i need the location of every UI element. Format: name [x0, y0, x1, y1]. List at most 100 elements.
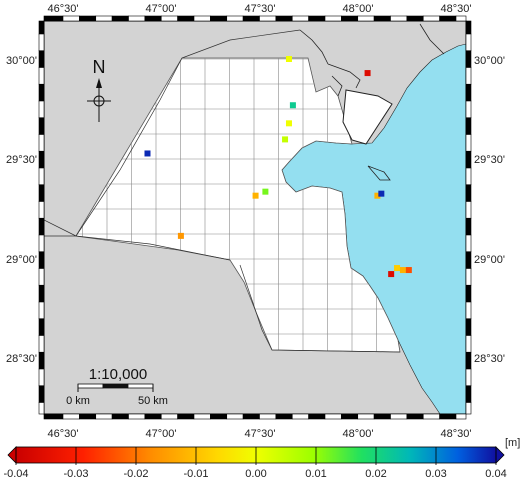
frame-border-segment — [38, 318, 45, 336]
frame-border-segment — [308, 413, 326, 420]
frame-border-segment — [160, 413, 178, 420]
frame-border-segment — [390, 413, 408, 420]
frame-border-segment — [38, 134, 45, 152]
lon-label-bottom: 47°30' — [245, 428, 276, 440]
scale-bar-segment-3 — [127, 383, 154, 389]
data-point-marker — [399, 267, 406, 274]
scale-bar-segment-2 — [102, 383, 129, 389]
data-point-marker — [378, 190, 385, 197]
lat-label-right: 28°30' — [474, 353, 505, 365]
frame-border-segment — [341, 15, 359, 22]
frame-border-segment — [465, 134, 472, 152]
frame-border-segment — [422, 413, 440, 420]
frame-border-segment — [95, 15, 113, 22]
data-point-marker — [282, 136, 289, 143]
frame-border — [38, 15, 472, 420]
frame-border-segment — [38, 33, 45, 52]
frame-border-segment — [455, 413, 467, 420]
frame-border-segment — [38, 117, 45, 135]
bubiyan-island — [342, 89, 393, 145]
frame-border-segment — [38, 268, 45, 286]
data-point-marker — [285, 120, 292, 127]
frame-border-segment — [465, 184, 472, 202]
colorbar: -0.04 -0.03 -0.02 -0.01 0.00 0.01 0.02 0… — [3, 437, 520, 480]
frame-border-segment — [406, 15, 424, 22]
colorbar-tick-label: -0.04 — [3, 468, 28, 480]
frame-border-segment — [38, 100, 45, 119]
frame-border-segment — [275, 15, 293, 22]
colorbar-tick-label: 0.02 — [365, 468, 386, 480]
frame-border-segment — [177, 413, 195, 420]
lat-label-right: 29°00' — [474, 254, 505, 266]
frame-border-segment — [242, 413, 260, 420]
frame-border-segment — [38, 150, 45, 169]
frame-border-segment — [259, 15, 277, 22]
frame-border-segment — [357, 15, 375, 22]
frame-border-segment — [38, 301, 45, 320]
frame-border-segment — [465, 33, 472, 52]
frame-border-segment — [38, 50, 45, 68]
frame-border-segment — [465, 335, 472, 353]
frame-border-segment — [390, 15, 408, 22]
frame-border-segment — [291, 413, 309, 420]
frame-border-segment — [422, 15, 440, 22]
frame-border-segment — [439, 15, 457, 22]
frame-border-segment — [465, 234, 472, 253]
frame-border-segment — [465, 100, 472, 119]
longitude-labels: 46°30' 47°00' 47°30' 48°00' 48°30' 46°30… — [48, 3, 472, 440]
scale-label-start: 0 km — [66, 395, 90, 407]
frame-border-segment — [128, 15, 146, 22]
scale-bar-segment-1 — [77, 383, 104, 389]
lat-label-right: 29°30' — [474, 154, 505, 166]
lon-label-bottom: 46°30' — [48, 428, 79, 440]
colorbar-ticks — [15, 447, 497, 465]
frame-border-segment — [43, 413, 64, 420]
frame-border-segment — [357, 413, 375, 420]
frame-border-segment — [43, 15, 64, 22]
data-point-marker — [252, 192, 259, 199]
frame-border-segment — [465, 385, 472, 403]
frame-border-segment — [465, 284, 472, 303]
frame-border-segment — [111, 15, 129, 22]
lon-label-top: 46°30' — [48, 3, 79, 15]
lon-label-bottom: 47°00' — [146, 428, 177, 440]
frame-border-segment — [38, 402, 45, 415]
frame-border-segment — [465, 67, 472, 85]
latitude-labels: 30°00' 29°30' 29°00' 28°30' 30°00' 29°30… — [6, 55, 505, 365]
frame-border-segment — [308, 15, 326, 22]
frame-border-segment — [465, 268, 472, 286]
colorbar-unit: [m] — [505, 437, 520, 449]
scale-ratio: 1:10,000 — [89, 366, 147, 383]
frame-border-segment — [38, 385, 45, 403]
frame-border-segment — [465, 368, 472, 387]
coast-detail — [299, 23, 445, 181]
lon-label-top: 48°00' — [343, 3, 374, 15]
frame-border-segment — [465, 83, 472, 102]
data-point-marker — [388, 271, 395, 278]
frame-border-segment — [226, 413, 244, 420]
data-point-marker — [289, 102, 296, 109]
north-arrow: N — [87, 57, 111, 122]
colorbar-tick-label: -0.01 — [183, 468, 208, 480]
frame-border-segment — [111, 413, 129, 420]
frame-border-segment — [465, 20, 472, 35]
frame-border-segment — [406, 413, 424, 420]
frame-border-segment — [177, 15, 195, 22]
frame-border-segment — [465, 201, 472, 219]
frame-border-segment — [38, 251, 45, 269]
frame-border-segment — [242, 15, 260, 22]
lat-label-right: 30°00' — [474, 55, 505, 67]
frame-border-segment — [259, 413, 277, 420]
lon-label-top: 47°30' — [245, 3, 276, 15]
frame-border-segment — [128, 413, 146, 420]
frame-border-segment — [465, 150, 472, 169]
frame-border-segment — [62, 15, 80, 22]
lon-label-top: 48°30' — [441, 3, 472, 15]
frame-border-segment — [373, 15, 391, 22]
data-point-marker — [364, 70, 371, 77]
colorbar-left-arrow — [7, 446, 17, 464]
colorbar-tick-label: 0.03 — [425, 468, 446, 480]
frame-border-segment — [38, 234, 45, 253]
frame-border-segment — [324, 413, 342, 420]
